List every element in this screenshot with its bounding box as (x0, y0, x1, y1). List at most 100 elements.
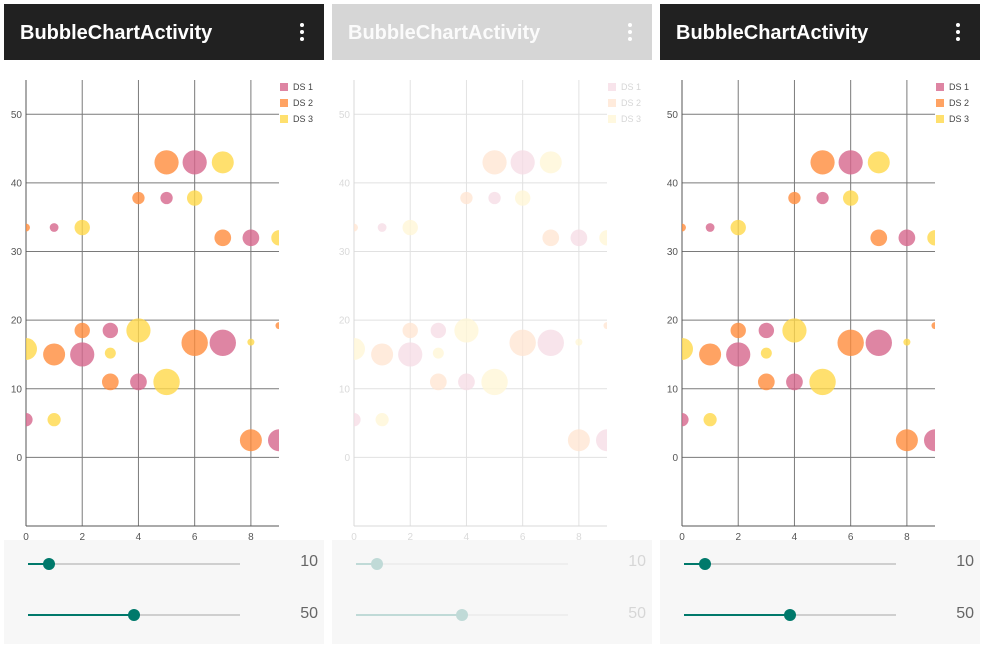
bubble-ds3[interactable] (481, 368, 508, 396)
bubble-ds3[interactable] (432, 347, 444, 359)
bubble-ds3[interactable] (671, 337, 693, 360)
bubble-ds3[interactable] (575, 338, 583, 346)
bubble-ds3[interactable] (211, 151, 234, 174)
more-vert-icon[interactable] (290, 20, 314, 44)
seekbar-x[interactable] (356, 554, 568, 574)
more-vert-icon[interactable] (618, 20, 642, 44)
bubble-ds3[interactable] (760, 347, 772, 359)
bubble-chart[interactable]: 0 2 4 6 8 0 10 20 30 40 50 (660, 60, 980, 540)
seekbar-x-thumb[interactable] (43, 558, 56, 570)
bubble-ds1[interactable] (898, 229, 916, 247)
bubble-ds1[interactable] (596, 429, 618, 452)
bubble-ds2[interactable] (239, 429, 262, 452)
bubble-ds1[interactable] (675, 413, 689, 427)
bubble-ds3[interactable] (842, 190, 859, 206)
bubble-ds2[interactable] (678, 223, 686, 232)
more-vert-icon[interactable] (946, 20, 970, 44)
bubble-ds1[interactable] (758, 322, 775, 339)
bubble-ds2[interactable] (788, 191, 801, 205)
bubble-ds2[interactable] (371, 343, 394, 366)
bubble-ds2[interactable] (350, 223, 358, 232)
bubble-ds2[interactable] (603, 322, 611, 330)
bubble-ds2[interactable] (22, 223, 30, 232)
bubble-ds3[interactable] (730, 219, 746, 236)
bubble-ds1[interactable] (347, 413, 361, 427)
bubble-ds3[interactable] (867, 151, 890, 174)
bubble-ds1[interactable] (786, 373, 803, 391)
bubble-ds2[interactable] (214, 229, 232, 247)
bubble-ds2[interactable] (460, 191, 473, 205)
bubble-ds2[interactable] (542, 229, 560, 247)
seekbar-x[interactable] (28, 554, 240, 574)
bubble-ds3[interactable] (782, 318, 807, 343)
bubble-ds3[interactable] (402, 219, 418, 236)
bubble-ds3[interactable] (153, 368, 180, 396)
bubble-ds2[interactable] (509, 329, 536, 356)
bubble-ds1[interactable] (570, 229, 588, 247)
bubble-ds1[interactable] (726, 342, 751, 367)
seekbar-y-thumb[interactable] (784, 609, 796, 621)
bubble-ds2[interactable] (931, 322, 939, 330)
bubble-chart[interactable]: 0 2 4 6 8 0 10 20 30 40 50 (4, 60, 324, 540)
bubble-ds2[interactable] (402, 322, 418, 339)
bubble-ds3[interactable] (247, 338, 255, 346)
bubble-ds1[interactable] (268, 429, 290, 452)
seekbar-x-thumb[interactable] (699, 558, 712, 570)
bubble-ds2[interactable] (870, 229, 888, 247)
bubble-ds3[interactable] (375, 413, 389, 427)
bubble-ds3[interactable] (514, 190, 531, 206)
bubble-ds3[interactable] (599, 230, 614, 246)
bubble-ds1[interactable] (209, 329, 236, 356)
bubble-ds3[interactable] (927, 230, 942, 246)
bubble-ds3[interactable] (903, 338, 911, 346)
bubble-ds1[interactable] (182, 150, 207, 175)
bubble-ds1[interactable] (458, 373, 475, 391)
bubble-ds3[interactable] (454, 318, 479, 343)
bubble-chart[interactable]: 0 2 4 6 8 0 10 20 30 40 50 (332, 60, 652, 540)
seekbar-y[interactable] (356, 605, 568, 625)
bubble-ds1[interactable] (398, 342, 423, 367)
bubble-ds1[interactable] (924, 429, 946, 452)
bubble-ds2[interactable] (757, 373, 775, 391)
bubble-ds1[interactable] (130, 373, 147, 391)
bubble-ds2[interactable] (74, 322, 90, 339)
bubble-ds1[interactable] (160, 191, 173, 205)
bubble-ds1[interactable] (488, 191, 501, 205)
seekbar-x[interactable] (684, 554, 896, 574)
bubble-ds2[interactable] (837, 329, 864, 356)
seekbar-y-thumb[interactable] (456, 609, 468, 621)
seekbar-y-thumb[interactable] (128, 609, 140, 621)
bubble-ds3[interactable] (271, 230, 286, 246)
seekbar-x-thumb[interactable] (371, 558, 384, 570)
bubble-ds2[interactable] (482, 150, 507, 175)
bubble-ds1[interactable] (537, 329, 564, 356)
bubble-ds2[interactable] (567, 429, 590, 452)
bubble-ds3[interactable] (104, 347, 116, 359)
bubble-ds3[interactable] (703, 413, 717, 427)
bubble-ds2[interactable] (730, 322, 746, 339)
bubble-ds2[interactable] (429, 373, 447, 391)
bubble-ds1[interactable] (816, 191, 829, 205)
bubble-ds1[interactable] (430, 322, 447, 339)
seekbar-y[interactable] (28, 605, 240, 625)
bubble-ds2[interactable] (895, 429, 918, 452)
bubble-ds3[interactable] (47, 413, 61, 427)
bubble-ds3[interactable] (539, 151, 562, 174)
bubble-ds2[interactable] (275, 322, 283, 330)
bubble-ds3[interactable] (186, 190, 203, 206)
bubble-ds2[interactable] (181, 329, 208, 356)
bubble-ds3[interactable] (343, 337, 365, 360)
bubble-ds2[interactable] (101, 373, 119, 391)
bubble-ds1[interactable] (49, 223, 59, 232)
bubble-ds1[interactable] (377, 223, 387, 232)
bubble-ds1[interactable] (865, 329, 892, 356)
bubble-ds1[interactable] (242, 229, 260, 247)
bubble-ds1[interactable] (510, 150, 535, 175)
bubble-ds2[interactable] (154, 150, 179, 175)
bubble-ds2[interactable] (132, 191, 145, 205)
bubble-ds1[interactable] (19, 413, 33, 427)
bubble-ds2[interactable] (699, 343, 722, 366)
bubble-ds3[interactable] (126, 318, 151, 343)
seekbar-y[interactable] (684, 605, 896, 625)
bubble-ds3[interactable] (74, 219, 90, 236)
